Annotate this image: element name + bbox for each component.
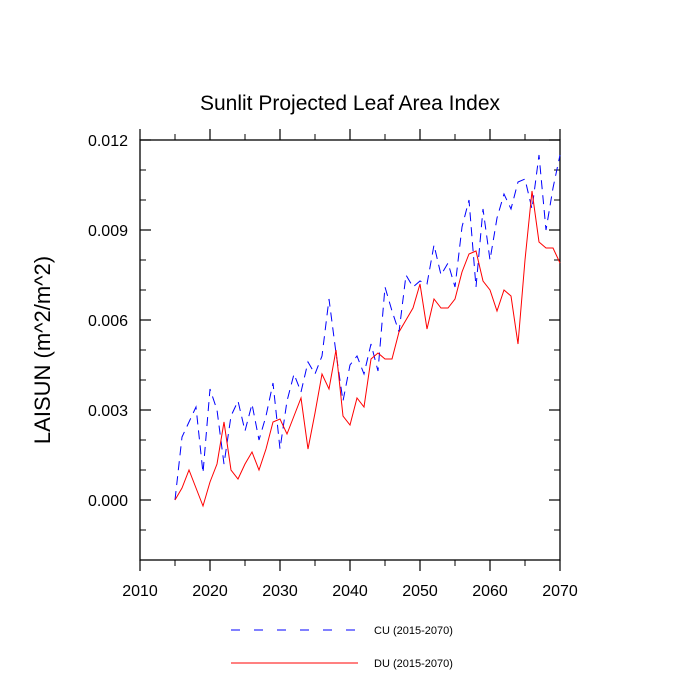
x-tick-label: 2040 xyxy=(332,583,368,600)
series-line-cu xyxy=(174,154,561,501)
y-tick-label: 0.009 xyxy=(88,223,128,240)
plot-frame xyxy=(139,139,561,561)
y-tick-label: 0.003 xyxy=(88,403,128,420)
y-tick-label: 0.006 xyxy=(88,313,128,330)
y-tick-label: 0.000 xyxy=(88,493,128,510)
x-tick-label: 2010 xyxy=(122,583,158,600)
x-tick-label: 2050 xyxy=(402,583,438,600)
y-axis-label: LAISUN (m^2/m^2) xyxy=(30,256,55,444)
y-tick-label: 0.012 xyxy=(88,133,128,150)
series-lines xyxy=(174,154,561,508)
x-tick-label: 2020 xyxy=(192,583,228,600)
legend: CU (2015-2070) DU (2015-2070) xyxy=(231,625,453,670)
axis-ticks xyxy=(139,129,561,571)
y-tick-labels: 0.000 0.003 0.006 0.009 0.012 xyxy=(88,133,128,510)
chart-title: Sunlit Projected Leaf Area Index xyxy=(200,92,501,115)
x-tick-label: 2030 xyxy=(262,583,298,600)
x-tick-labels: 2010 2020 2030 2040 2050 2060 2070 xyxy=(122,583,578,600)
series-line-du xyxy=(174,190,561,508)
x-tick-label: 2070 xyxy=(542,583,578,600)
legend-label-cu: CU (2015-2070) xyxy=(374,625,453,637)
legend-label-du: DU (2015-2070) xyxy=(374,658,453,670)
x-tick-label: 2060 xyxy=(472,583,508,600)
